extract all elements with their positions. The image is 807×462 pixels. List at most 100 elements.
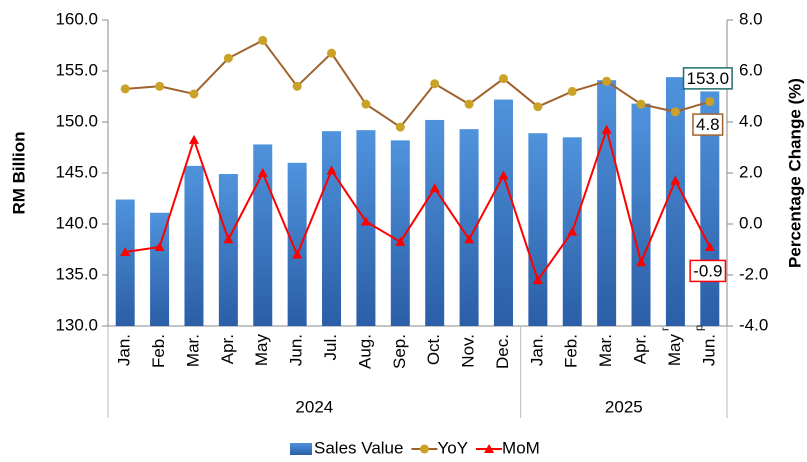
marker xyxy=(154,241,165,251)
y-tick-label: 135.0 xyxy=(55,264,98,283)
x-tick-label: Jun. xyxy=(699,334,718,366)
marker xyxy=(498,74,508,84)
y-tick-label: 130.0 xyxy=(55,315,98,334)
line xyxy=(125,39,711,129)
marker xyxy=(258,35,268,45)
marker xyxy=(498,170,509,180)
y-tick-label: 145.0 xyxy=(55,162,98,181)
y-axis-title: RM Billion xyxy=(9,131,28,214)
bar xyxy=(665,77,685,327)
legend-item: MoM xyxy=(476,438,540,457)
legend-label: YoY xyxy=(437,438,468,457)
marker xyxy=(223,53,233,63)
x-tick-label: Feb. xyxy=(562,334,581,368)
x-tick-label: Aug. xyxy=(355,334,374,369)
bar xyxy=(218,174,238,326)
x-tick-label: Feb. xyxy=(149,334,168,368)
marker xyxy=(601,124,612,134)
x-tick-label: May xyxy=(252,334,271,367)
y2-tick-label: -2.0 xyxy=(739,264,768,283)
marker xyxy=(120,247,131,257)
marker xyxy=(360,216,371,226)
marker xyxy=(705,97,715,107)
marker xyxy=(464,234,475,244)
marker xyxy=(567,226,578,236)
bar xyxy=(150,212,170,326)
bar xyxy=(631,103,651,326)
legend-label: MoM xyxy=(502,438,540,457)
x-tick-label: Jan. xyxy=(527,334,546,366)
bar xyxy=(597,80,617,327)
y2-tick-label: -4.0 xyxy=(739,315,768,334)
x-tick-label: May xyxy=(665,334,684,367)
marker xyxy=(670,107,680,117)
x-tick-label: Mar. xyxy=(596,334,615,367)
bar xyxy=(287,162,307,326)
value-label: 4.8 xyxy=(696,115,720,134)
value-label-box xyxy=(689,259,727,283)
marker xyxy=(567,86,577,96)
x-tick-superscript: r xyxy=(659,327,671,331)
y2-tick-label: 0.0 xyxy=(739,213,763,232)
x-tick-label: Mar. xyxy=(183,334,202,367)
bar xyxy=(528,133,548,326)
group-label: 2024 xyxy=(295,397,333,416)
x-tick-label: Jun. xyxy=(287,334,306,366)
marker xyxy=(188,134,199,144)
x-tick-label: Oct. xyxy=(424,334,443,365)
bar xyxy=(322,131,342,326)
marker xyxy=(429,183,440,193)
marker xyxy=(223,234,234,244)
x-tick-label: Dec. xyxy=(493,334,512,369)
y-tick-label: 155.0 xyxy=(55,60,98,79)
marker xyxy=(464,99,474,109)
y2-axis-title: Percentage Change (%) xyxy=(785,78,804,268)
bar xyxy=(184,165,204,326)
y-tick-label: 160.0 xyxy=(55,9,98,28)
marker xyxy=(533,102,543,112)
bar xyxy=(253,144,273,326)
marker xyxy=(292,249,303,259)
marker xyxy=(327,48,337,58)
y2-tick-label: 8.0 xyxy=(739,9,763,28)
legend-item: YoY xyxy=(411,438,468,457)
x-tick-label: Apr. xyxy=(631,334,650,364)
marker xyxy=(670,175,681,185)
y-tick-label: 140.0 xyxy=(55,213,98,232)
x-tick-label: Nov. xyxy=(459,334,478,368)
marker xyxy=(292,81,302,91)
bar xyxy=(459,129,479,326)
line xyxy=(125,126,711,283)
marker xyxy=(636,99,646,109)
value-label-box xyxy=(682,67,733,90)
group-label: 2025 xyxy=(605,397,643,416)
bar xyxy=(493,99,513,326)
marker xyxy=(704,241,715,251)
marker xyxy=(430,79,440,89)
marker xyxy=(395,236,406,246)
value-label-box xyxy=(692,113,724,136)
marker xyxy=(326,165,337,175)
bar xyxy=(425,119,445,327)
marker xyxy=(636,257,647,267)
value-label: 153.0 xyxy=(687,69,730,88)
bar xyxy=(115,199,135,326)
y-tick-label: 150.0 xyxy=(55,111,98,130)
marker xyxy=(361,99,371,109)
y2-tick-label: 4.0 xyxy=(739,111,763,130)
bar xyxy=(390,140,410,326)
marker xyxy=(155,81,165,91)
x-tick-label: Jul. xyxy=(321,334,340,360)
x-tick-label: Sep. xyxy=(390,334,409,369)
y2-tick-label: 6.0 xyxy=(739,60,763,79)
bar xyxy=(356,130,376,326)
x-tick-label: Jan. xyxy=(115,334,134,366)
x-tick-label: Apr. xyxy=(218,334,237,364)
legend-marker xyxy=(484,444,495,453)
legend-label: Sales Value xyxy=(314,438,403,457)
marker xyxy=(120,84,130,94)
marker xyxy=(395,122,405,132)
value-label: -0.9 xyxy=(693,261,722,280)
marker xyxy=(189,89,199,99)
